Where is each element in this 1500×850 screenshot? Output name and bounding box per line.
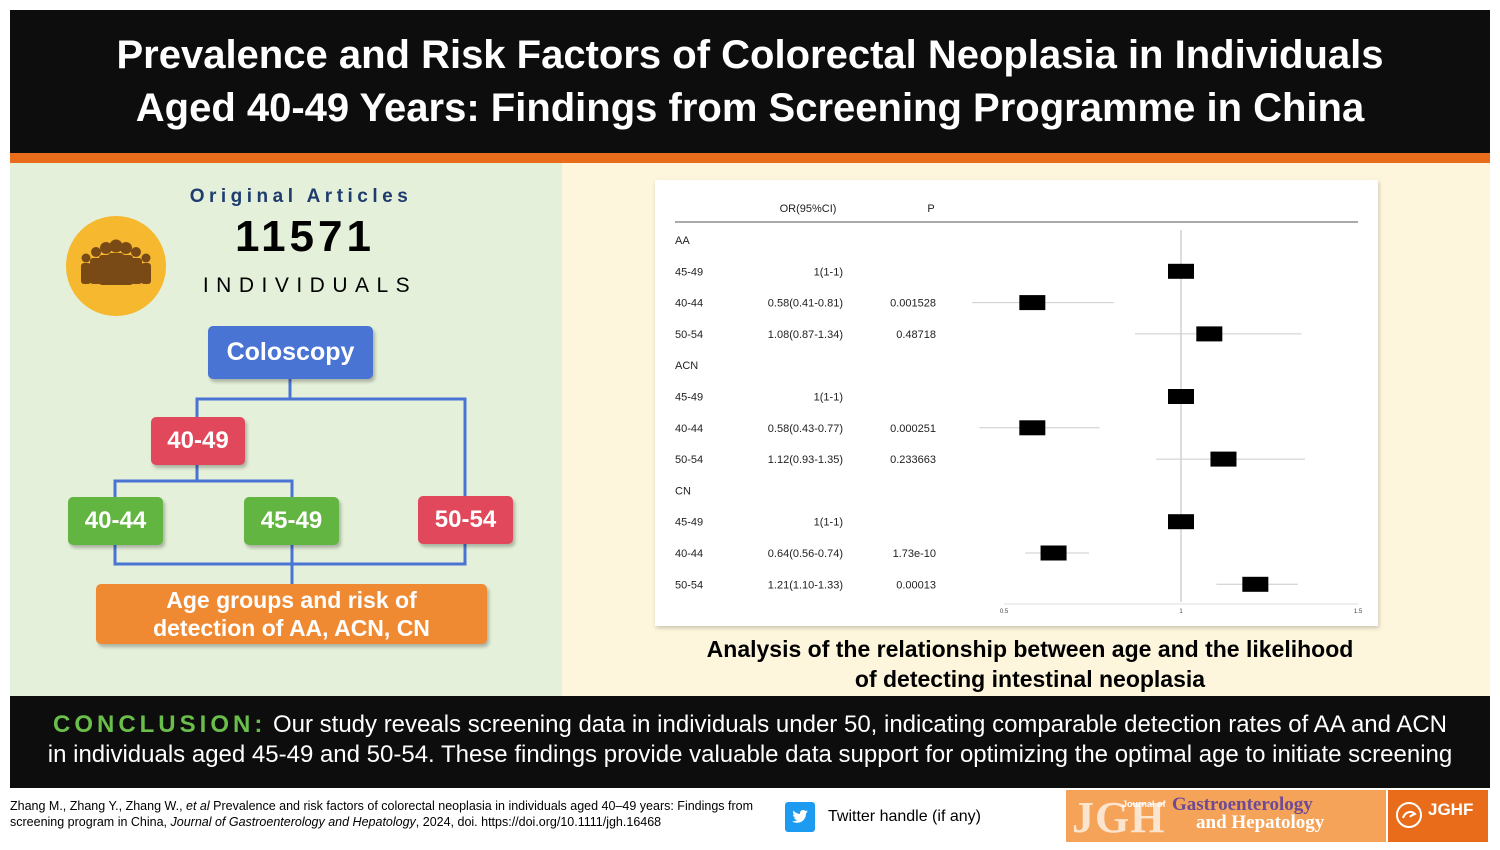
or-point-marker — [1168, 263, 1194, 279]
flowchart-connectors — [113, 379, 467, 584]
participant-count-unit: INDIVIDUALS — [202, 274, 418, 297]
or-point-marker — [1168, 514, 1194, 530]
or-point-marker — [1168, 389, 1194, 404]
people-group-icon — [66, 216, 166, 316]
row-label: 45-49 — [675, 392, 703, 404]
conclusion-text-2: in individuals aged 45-49 and 50-54. The… — [47, 741, 1453, 768]
row-label: 40-44 — [675, 423, 703, 435]
forest-plot-card: OR(95%CI) P AA 45-49 1(1-1) 40-44 0.58(0.41-0.… — [655, 180, 1378, 626]
row-label: 45-49 — [675, 266, 703, 278]
citation-authors: Zhang M., Zhang Y., Zhang W., — [10, 799, 187, 813]
caption-line-1: Analysis of the relationship between age… — [706, 636, 1354, 662]
title-line-2: Aged 40-49 Years: Findings from Screenin… — [135, 85, 1365, 130]
citation-title: Prevalence and risk factors of colorecta… — [10, 799, 754, 829]
jghf-logo-text: JGHF — [1428, 800, 1474, 819]
x-tick-label: 1 — [1179, 609, 1183, 615]
title-line-1: Prevalence and Risk Factors of Colorecta… — [116, 32, 1384, 77]
row-p-value: 0.001528 — [890, 298, 936, 310]
row-or-text: 1.12(0.93-1.35) — [768, 454, 843, 466]
row-label: 50-54 — [675, 329, 703, 341]
row-or-text: 1.21(1.10-1.33) — [768, 579, 843, 591]
group-label: ACN — [675, 360, 698, 372]
or-point-marker — [1040, 545, 1067, 561]
x-tick-label: 0.5 — [1000, 609, 1009, 615]
jghf-foundation-logo: JGHF — [1388, 790, 1488, 842]
conclusion-text-1: Our study reveals screening data in indi… — [266, 711, 1448, 738]
or-point-marker — [1019, 295, 1046, 311]
or-point-marker — [1019, 420, 1046, 436]
row-p-value: 0.00013 — [896, 579, 936, 591]
page-title: Prevalence and Risk Factors of Colorecta… — [116, 29, 1383, 135]
or-point-marker — [1242, 576, 1269, 592]
jgh-logo-journal-of: Journal of — [1122, 799, 1166, 809]
row-or-text: 0.58(0.41-0.81) — [768, 298, 843, 310]
citation-journal: Journal of Gastroenterology and Hepatolo… — [170, 815, 416, 829]
jgh-logo-name-1: Gastroenterology — [1172, 794, 1313, 815]
jgh-journal-logo: JGH Journal of Gastroenterology and Hepa… — [1066, 790, 1386, 842]
column-header-or: OR(95%CI) — [780, 203, 837, 215]
article-type-label: Original Articles — [189, 186, 413, 207]
citation: Zhang M., Zhang Y., Zhang W., et al Prev… — [10, 798, 780, 830]
row-label: 50-54 — [675, 579, 703, 591]
outcome-line-1: Age groups and risk of — [166, 587, 417, 613]
row-p-value: 1.73e-10 — [893, 548, 936, 560]
row-label: 45-49 — [675, 517, 703, 529]
jgh-logo-mark: JGH — [1072, 793, 1166, 842]
row-label: 50-54 — [675, 454, 703, 466]
group-label: CN — [675, 485, 691, 497]
row-or-text: 0.64(0.56-0.74) — [768, 548, 843, 560]
flow-node-age-40-44: 40-44 — [68, 497, 163, 545]
citation-etal: et al — [186, 799, 210, 813]
jgh-logo-name-2: and Hepatology — [1196, 812, 1325, 833]
outcome-line-2: detection of AA, ACN, CN — [153, 615, 430, 641]
forest-plot: OR(95%CI) P AA 45-49 1(1-1) 40-44 0.58(0.41-0.… — [675, 203, 1363, 615]
twitter-icon — [785, 802, 815, 832]
row-or-text: 1.08(0.87-1.34) — [768, 329, 843, 341]
citation-doi: , 2024, doi. https://doi.org/10.1111/jgh… — [415, 815, 662, 829]
row-label: 40-44 — [675, 298, 703, 310]
twitter-handle: Twitter handle (if any) — [828, 808, 981, 825]
title-banner: Prevalence and Risk Factors of Colorecta… — [10, 10, 1490, 153]
jghf-emblem-icon — [1394, 800, 1424, 830]
row-p-value: 0.233663 — [890, 454, 936, 466]
row-p-value: 0.48718 — [896, 329, 936, 341]
row-or-text: 0.58(0.43-0.77) — [768, 423, 843, 435]
or-point-marker — [1210, 451, 1237, 467]
row-or-text: 1(1-1) — [814, 517, 843, 529]
row-or-text: 1(1-1) — [814, 266, 843, 278]
flow-node-outcome: Age groups and risk of detection of AA, … — [96, 584, 487, 644]
or-point-marker — [1196, 326, 1223, 342]
group-label: AA — [675, 235, 690, 247]
flow-node-colonoscopy: Coloscopy — [208, 326, 373, 379]
column-header-p: P — [927, 203, 934, 215]
row-p-value: 0.000251 — [890, 423, 936, 435]
flow-node-age-40-49: 40-49 — [151, 417, 245, 465]
flow-node-age-45-49: 45-49 — [244, 497, 339, 545]
accent-divider — [10, 153, 1490, 163]
row-or-text: 1(1-1) — [814, 392, 843, 404]
flow-node-age-50-54: 50-54 — [418, 496, 513, 544]
conclusion-label: CONCLUSION: — [52, 711, 267, 738]
caption-line-2: of detecting intestinal neoplasia — [854, 666, 1206, 692]
forest-plot-caption: Analysis of the relationship between age… — [660, 634, 1400, 694]
x-tick-label: 1.5 — [1354, 609, 1363, 615]
participant-count: 11571 — [235, 212, 375, 261]
conclusion-banner: CONCLUSION: Our study reveals screening … — [10, 696, 1490, 788]
row-label: 40-44 — [675, 548, 703, 560]
